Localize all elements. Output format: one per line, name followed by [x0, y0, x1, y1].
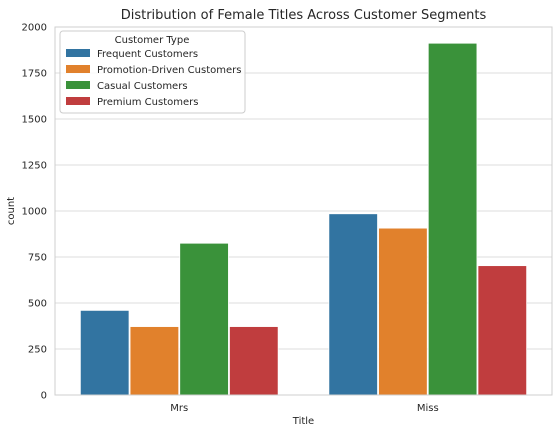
bars: [79, 42, 528, 396]
legend-swatch: [66, 81, 90, 89]
legend-label: Casual Customers: [97, 81, 188, 92]
bar-mrs-frequent-customers: [79, 309, 130, 396]
y-tick-label: 1750: [22, 69, 47, 80]
x-tick-label: Miss: [417, 403, 439, 414]
axes: 0 250 500 750 1000 1250 1500 1750 2000 Mrs Miss: [22, 23, 553, 414]
bar-mrs-casual-customers: [179, 242, 229, 396]
y-axis-label: count: [6, 197, 17, 225]
y-tick-label: 750: [28, 253, 47, 264]
legend: Customer Type Frequent Customers Promotio…: [59, 30, 246, 114]
y-tick-label: 0: [41, 391, 47, 402]
bar-miss-promotion-driven-customers: [378, 227, 428, 396]
legend-label: Premium Customers: [97, 97, 198, 108]
bar-mrs-premium-customers: [229, 326, 279, 396]
legend-swatch: [66, 49, 90, 57]
y-tick-label: 1000: [22, 207, 47, 218]
y-tick-label: 500: [28, 299, 47, 310]
x-axis-label: Title: [292, 416, 314, 427]
legend-box: [59, 30, 246, 114]
y-tick-label: 250: [28, 345, 47, 356]
x-tick-label: Mrs: [170, 403, 188, 414]
bar-miss-casual-customers: [427, 42, 478, 396]
chart-title: Distribution of Female Titles Across Cus…: [121, 8, 487, 23]
plot-frame: [54, 26, 553, 396]
y-tick-label: 2000: [22, 23, 47, 34]
bar-miss-premium-customers: [477, 265, 528, 396]
bar-mrs-promotion-driven-customers: [129, 326, 180, 396]
legend-items: Frequent Customers Promotion-Driven Custo…: [66, 49, 241, 108]
y-tick-label: 1250: [22, 161, 47, 172]
legend-label: Promotion-Driven Customers: [97, 65, 241, 76]
legend-title: Customer Type: [115, 35, 190, 46]
legend-swatch: [66, 97, 90, 105]
y-tick-label: 1500: [22, 115, 47, 126]
legend-label: Frequent Customers: [97, 49, 198, 60]
legend-swatch: [66, 65, 90, 73]
bar-miss-frequent-customers: [328, 213, 378, 396]
